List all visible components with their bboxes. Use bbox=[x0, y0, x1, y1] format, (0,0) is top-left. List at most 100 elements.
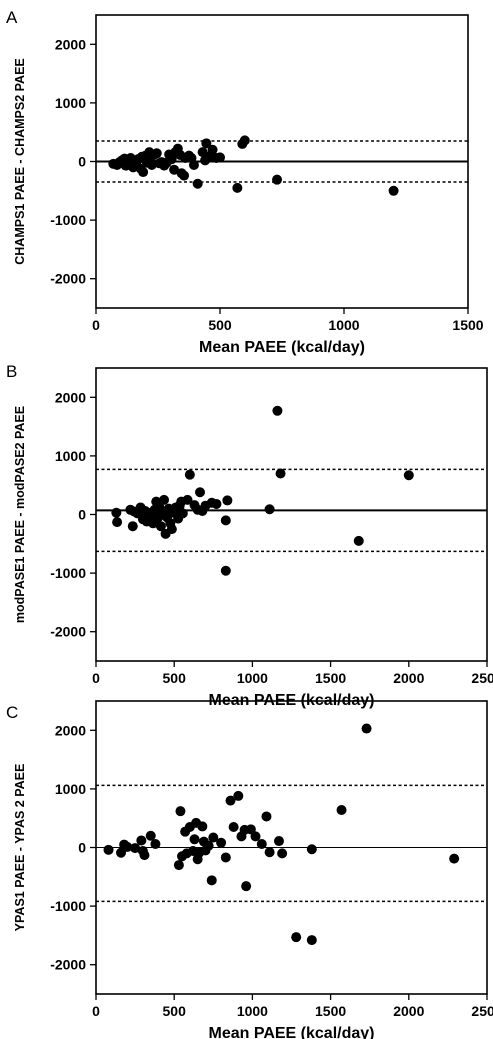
data-point bbox=[136, 835, 147, 846]
data-point bbox=[179, 170, 190, 181]
data-point bbox=[220, 515, 231, 526]
panel-letter: C bbox=[6, 703, 18, 722]
data-point bbox=[188, 160, 199, 171]
data-point bbox=[388, 185, 399, 196]
data-point bbox=[173, 860, 184, 871]
data-point bbox=[189, 834, 200, 845]
data-point bbox=[103, 844, 114, 855]
y-tick-label: -2000 bbox=[50, 271, 86, 287]
data-point bbox=[216, 837, 227, 848]
data-point bbox=[169, 164, 180, 175]
data-point bbox=[336, 804, 347, 815]
data-point bbox=[220, 565, 231, 576]
x-tick-label: 0 bbox=[92, 670, 100, 686]
x-tick-label: 1500 bbox=[315, 1003, 346, 1019]
y-tick-label: -2000 bbox=[50, 957, 86, 973]
panel-letter: B bbox=[6, 362, 17, 381]
x-tick-label: 500 bbox=[163, 1003, 187, 1019]
data-point bbox=[151, 148, 162, 159]
data-point bbox=[203, 840, 214, 851]
data-point bbox=[138, 167, 149, 178]
data-point bbox=[111, 507, 122, 518]
data-point bbox=[361, 723, 372, 734]
y-tick-label: -1000 bbox=[50, 212, 86, 228]
data-point bbox=[306, 844, 317, 855]
data-point bbox=[241, 881, 252, 892]
y-tick-label: 2000 bbox=[55, 389, 86, 405]
data-point bbox=[182, 494, 193, 505]
x-tick-label: 1000 bbox=[328, 317, 359, 333]
data-point bbox=[155, 521, 166, 532]
data-point bbox=[220, 852, 231, 863]
y-tick-label: 0 bbox=[78, 507, 86, 523]
data-point bbox=[264, 504, 275, 515]
x-tick-label: 0 bbox=[92, 1003, 100, 1019]
data-point bbox=[159, 494, 170, 505]
data-point bbox=[116, 847, 127, 858]
data-point bbox=[166, 524, 177, 535]
panel-a: A -2000 -1000 0 1000 2000 0 500 1000 1500 Mean PAE… bbox=[6, 8, 484, 356]
y-tick-label: 2000 bbox=[55, 36, 86, 52]
x-tick-label: 2000 bbox=[393, 670, 424, 686]
x-tick-label: 500 bbox=[163, 670, 187, 686]
data-point bbox=[145, 830, 156, 841]
panel-b: B -2000 -1000 0 1000 2000 0 500 1000 1500 2000 2500… bbox=[6, 362, 493, 709]
data-point bbox=[195, 487, 206, 498]
x-tick-label: 1500 bbox=[315, 670, 346, 686]
data-point bbox=[232, 182, 243, 193]
data-point bbox=[228, 821, 239, 832]
x-axis-title: Mean PAEE (kcal/day) bbox=[209, 1025, 375, 1039]
data-point bbox=[222, 495, 233, 506]
y-tick-label: -2000 bbox=[50, 624, 86, 640]
y-tick-label: 2000 bbox=[55, 722, 86, 738]
y-tick-label: 1000 bbox=[55, 95, 86, 111]
data-point bbox=[127, 521, 138, 532]
data-point bbox=[261, 811, 272, 822]
data-point bbox=[207, 144, 218, 155]
data-point bbox=[239, 135, 250, 146]
data-point bbox=[206, 875, 217, 886]
x-tick-label: 0 bbox=[92, 317, 100, 333]
y-tick-label: -1000 bbox=[50, 898, 86, 914]
data-point bbox=[211, 498, 222, 509]
data-point bbox=[403, 470, 414, 481]
data-point bbox=[449, 853, 460, 864]
data-point bbox=[177, 508, 188, 519]
data-point bbox=[139, 850, 150, 861]
data-point bbox=[208, 832, 219, 843]
data-point bbox=[215, 152, 225, 163]
y-axis-title: modPASE1 PAEE - modPASE2 PAEE bbox=[13, 406, 27, 623]
data-point bbox=[353, 535, 364, 546]
data-point bbox=[175, 806, 186, 817]
data-point bbox=[192, 178, 203, 189]
data-point bbox=[273, 836, 284, 847]
y-tick-label: 0 bbox=[78, 154, 86, 170]
data-point bbox=[306, 935, 317, 946]
data-point bbox=[150, 838, 161, 849]
x-tick-label: 2500 bbox=[471, 670, 493, 686]
x-tick-label: 1000 bbox=[237, 670, 268, 686]
x-tick-label: 1500 bbox=[452, 317, 483, 333]
data-point bbox=[256, 838, 267, 849]
data-point bbox=[201, 138, 212, 149]
y-tick-label: 0 bbox=[78, 840, 86, 856]
data-point bbox=[197, 821, 208, 832]
data-point bbox=[130, 843, 141, 854]
x-tick-label: 500 bbox=[208, 317, 232, 333]
data-point bbox=[225, 795, 236, 806]
y-tick-label: -1000 bbox=[50, 565, 86, 581]
data-point bbox=[233, 790, 244, 801]
data-point bbox=[112, 517, 123, 528]
y-axis-title: YPAS1 PAEE - YPAS 2 PAEE bbox=[13, 764, 27, 932]
data-point bbox=[291, 932, 302, 943]
data-point bbox=[122, 841, 133, 852]
x-tick-label: 2500 bbox=[471, 1003, 493, 1019]
data-point bbox=[272, 405, 283, 416]
x-tick-label: 2000 bbox=[393, 1003, 424, 1019]
data-point bbox=[264, 847, 275, 858]
data-point bbox=[250, 831, 261, 842]
panel-c: C -2000 -1000 0 1000 2000 0 500 1000 1500 2000 2500… bbox=[6, 700, 493, 1039]
y-axis-title: CHAMPS1 PAEE - CHAMPS2 PAEE bbox=[13, 58, 27, 265]
x-tick-label: 1000 bbox=[237, 1003, 268, 1019]
